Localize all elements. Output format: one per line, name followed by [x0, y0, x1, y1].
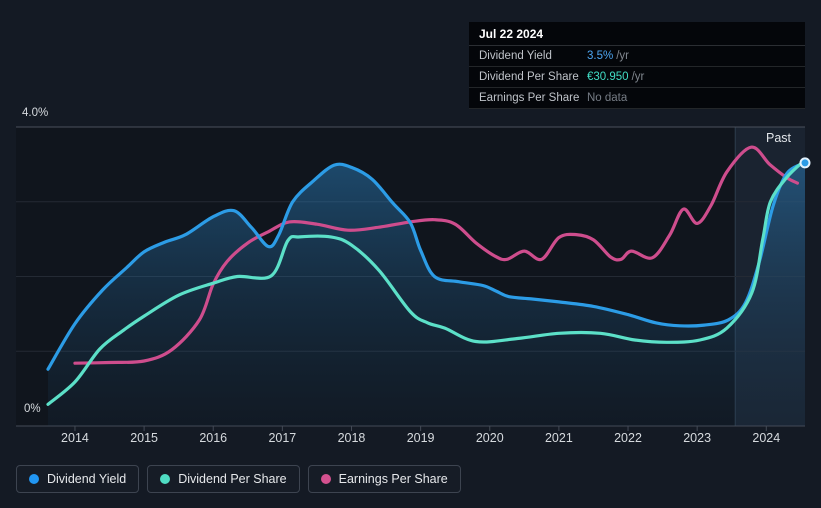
x-axis-label: 2023 [683, 431, 712, 445]
legend-dividend-per-share[interactable]: Dividend Per Share [147, 465, 300, 493]
series-line-dividend-per-share [46, 158, 807, 406]
x-axis-label: 2020 [475, 431, 504, 445]
tooltip-row-earnings-per-share: Earnings Per Share No data [469, 88, 805, 109]
legend-label: Earnings Per Share [338, 472, 448, 486]
x-axis-label: 2015 [130, 431, 158, 445]
x-axis-label: 2017 [268, 431, 297, 445]
tooltip-label: Dividend Per Share [479, 71, 579, 83]
x-axis-label: 2016 [199, 431, 228, 445]
legend-dividend-yield[interactable]: Dividend Yield [16, 465, 140, 493]
area-fill-dividend-yield [48, 162, 805, 426]
legend-dot-icon [29, 474, 39, 484]
tooltip-label: Earnings Per Share [479, 92, 580, 104]
y-axis-label-max: 4.0% [22, 107, 49, 119]
tooltip-value: 3.5%/yr [587, 50, 629, 62]
legend-earnings-per-share[interactable]: Earnings Per Share [307, 465, 461, 493]
tooltip-date: Jul 22 2024 [469, 22, 805, 46]
series-line-dividend-yield [46, 161, 807, 371]
legend-label: Dividend Per Share [178, 472, 287, 486]
legend-dot-icon [320, 474, 331, 484]
x-axis-label: 2014 [61, 431, 89, 445]
series-line-earnings-per-share [73, 145, 799, 365]
tooltip-value: €30.950/yr [587, 71, 645, 83]
x-axis-label: 2019 [406, 431, 435, 445]
x-axis-label: 2022 [614, 431, 642, 445]
legend-label: Dividend Yield [47, 472, 127, 486]
x-axis-label: 2018 [337, 431, 366, 445]
y-axis-label-min: 0% [24, 403, 41, 415]
tooltip-row-dividend-per-share: Dividend Per Share €30.950/yr [469, 67, 805, 88]
chart-tooltip: Jul 22 2024 Dividend Yield 3.5%/yr Divid… [469, 22, 805, 109]
chart-legend: Dividend Yield Dividend Per Share Earnin… [16, 465, 461, 493]
tooltip-value: No data [587, 92, 628, 104]
x-axis-label: 2024 [752, 431, 781, 445]
past-region-label: Past [766, 131, 792, 145]
tooltip-label: Dividend Yield [479, 50, 552, 62]
x-axis-label: 2021 [544, 431, 573, 445]
legend-dot-icon [160, 474, 171, 484]
tooltip-row-dividend-yield: Dividend Yield 3.5%/yr [469, 46, 805, 67]
current-value-marker [799, 157, 811, 169]
